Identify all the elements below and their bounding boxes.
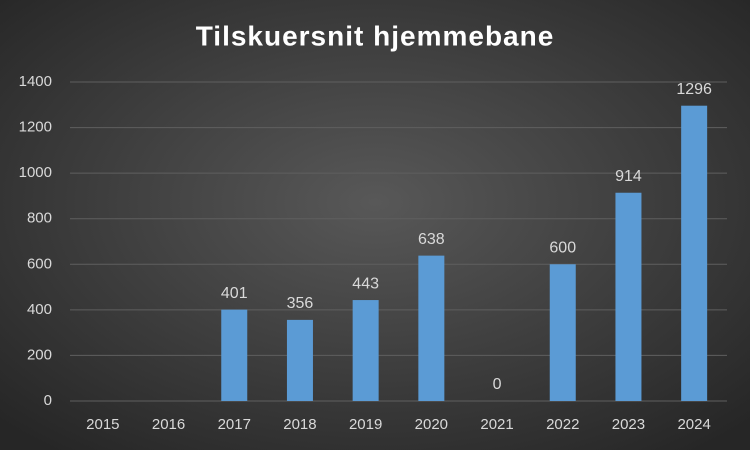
bar [681, 105, 708, 401]
bar [549, 264, 576, 401]
chart-title: Tilskuersnit hjemmebane [196, 20, 555, 51]
y-tick-label: 800 [27, 210, 52, 227]
data-label: 356 [287, 295, 314, 312]
data-label: 638 [418, 231, 445, 248]
x-tick-label: 2018 [283, 416, 316, 433]
data-label: 1296 [676, 81, 712, 98]
data-label: 0 [493, 376, 502, 393]
x-tick-label: 2020 [415, 416, 448, 433]
x-tick-label: 2017 [218, 416, 251, 433]
bar [221, 309, 248, 401]
x-tick-label: 2015 [86, 416, 119, 433]
data-label: 914 [615, 168, 642, 185]
x-tick-label: 2023 [612, 416, 645, 433]
bar [418, 255, 445, 401]
data-label: 401 [221, 285, 248, 302]
x-tick-label: 2024 [677, 416, 710, 433]
bar [286, 319, 313, 401]
y-tick-label: 400 [27, 301, 52, 318]
y-tick-label: 1200 [19, 119, 52, 136]
y-tick-label: 1400 [19, 73, 52, 90]
x-tick-label: 2019 [349, 416, 382, 433]
bar [615, 192, 642, 401]
y-tick-label: 1000 [19, 164, 52, 181]
y-tick-label: 600 [27, 255, 52, 272]
y-tick-label: 0 [44, 392, 52, 409]
x-tick-label: 2016 [152, 416, 185, 433]
y-tick-label: 200 [27, 346, 52, 363]
x-tick-label: 2022 [546, 416, 579, 433]
data-label: 600 [549, 240, 576, 257]
data-label: 443 [352, 275, 379, 292]
x-tick-label: 2021 [480, 416, 513, 433]
bar [352, 300, 379, 401]
